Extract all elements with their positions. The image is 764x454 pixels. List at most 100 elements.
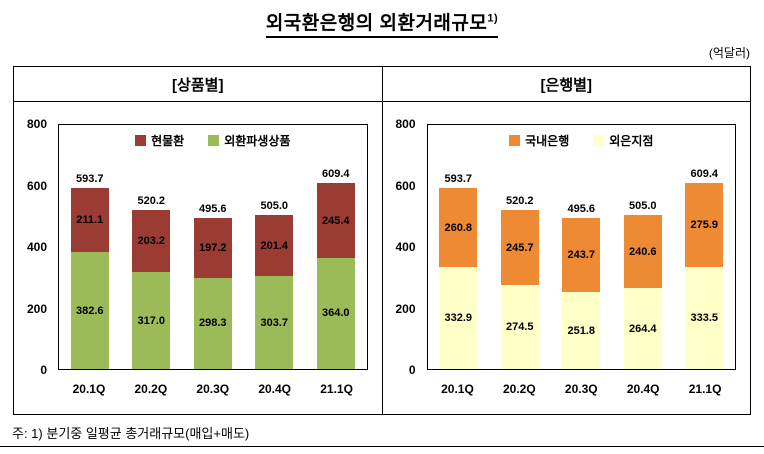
- x-tick-label: 20.2Q: [134, 382, 168, 396]
- stacked-bar-20.3Q: 495.6 243.7 251.8: [562, 203, 601, 369]
- title-footnote-marker: 1): [487, 12, 499, 25]
- x-tick-label: 20.1Q: [72, 382, 106, 396]
- bar-slot: 520.2 203.2 317.0: [121, 125, 183, 369]
- legend-swatch-icon: [208, 135, 220, 146]
- legend-item: 외은지점: [593, 132, 653, 149]
- bar-segment: 298.3: [193, 277, 232, 369]
- bar-slot: 505.0 240.6 264.4: [612, 125, 674, 369]
- bar-slot: 495.6 243.7 251.8: [551, 125, 613, 369]
- y-tick-label: 400: [26, 240, 47, 254]
- bar-segment: 333.5: [685, 267, 724, 369]
- legend-item: 외환파생상품: [208, 132, 290, 149]
- bar-segment: 240.6: [623, 214, 662, 289]
- bar-segment: 264.4: [623, 288, 662, 369]
- total-value-label: 520.2: [505, 195, 534, 208]
- stacked-bar-20.4Q: 505.0 201.4 303.7: [255, 200, 294, 369]
- total-value-label: 520.2: [137, 195, 166, 208]
- stacked-bar-20.1Q: 593.7 211.1 382.6: [70, 173, 109, 369]
- x-tick-label: 20.3Q: [564, 382, 598, 396]
- chart-bank-type: 0 200 400 600 800 국내은행 외은지점 593.7 260.8 332.9 52…: [381, 102, 751, 414]
- segment-value-label: 260.8: [444, 221, 473, 234]
- segment-value-label: 317.0: [137, 314, 166, 327]
- y-axis: 0 200 400 600 800: [14, 117, 54, 377]
- bar-segment: 197.2: [193, 217, 232, 278]
- bars-area: 593.7 211.1 382.6 520.2 203.2 317.0 495.6 197.2…: [59, 125, 367, 369]
- bar-segment: 203.2: [132, 210, 171, 273]
- bar-segment: 260.8: [439, 187, 478, 268]
- stacked-bar-20.3Q: 495.6 197.2 298.3: [193, 203, 232, 369]
- bar-segment: 303.7: [255, 276, 294, 369]
- bar-slot: 609.4 245.4 364.0: [305, 125, 367, 369]
- charts-row: 0 200 400 600 800 현물환 외환파생상품 593.7 211.1 382.6 5…: [14, 102, 750, 414]
- segment-value-label: 245.4: [321, 214, 350, 227]
- legend-swatch-icon: [135, 135, 147, 146]
- bar-segment: 332.9: [439, 267, 478, 369]
- legend-item: 현물환: [135, 132, 184, 149]
- charts-table: [상품별] [은행별] 0 200 400 600 800 현물환 외환파생상품 593.…: [13, 66, 751, 415]
- x-axis-labels: 20.1Q 20.2Q 20.3Q 20.4Q 21.1Q: [427, 382, 737, 396]
- panel-header-bank: [은행별]: [381, 67, 751, 101]
- legend-label: 외은지점: [609, 134, 654, 148]
- y-tick-label: 200: [395, 301, 416, 316]
- total-value-label: 593.7: [75, 172, 104, 185]
- total-value-label: 593.7: [444, 172, 473, 185]
- stacked-bar-21.1Q: 609.4 245.4 364.0: [316, 168, 355, 369]
- bar-segment: 201.4: [255, 214, 294, 277]
- panel-header-product: [상품별]: [172, 76, 224, 94]
- bar-segment: 251.8: [562, 292, 601, 369]
- total-value-label: 495.6: [567, 202, 596, 215]
- total-value-label: 505.0: [628, 199, 657, 212]
- y-tick-label: 0: [40, 363, 47, 377]
- bar-slot: 593.7 260.8 332.9: [428, 125, 490, 369]
- legend: 현물환 외환파생상품: [59, 132, 367, 149]
- bar-segment: 243.7: [562, 217, 601, 293]
- stacked-bar-20.1Q: 593.7 260.8 332.9: [439, 173, 478, 369]
- segment-value-label: 240.6: [628, 245, 657, 258]
- x-tick-label: 21.1Q: [320, 382, 353, 396]
- plot-area: 현물환 외환파생상품 593.7 211.1 382.6 520.2 203.2 317.0…: [58, 124, 368, 370]
- bar-segment: 211.1: [70, 187, 109, 253]
- x-tick-label: 20.3Q: [196, 382, 230, 396]
- legend-item: 국내은행: [509, 132, 569, 149]
- stacked-bar-21.1Q: 609.4 275.9 333.5: [685, 168, 724, 369]
- legend-swatch-icon: [593, 135, 605, 146]
- y-tick-label: 400: [395, 240, 416, 254]
- y-tick-label: 0: [408, 363, 416, 377]
- segment-value-label: 264.4: [628, 322, 657, 335]
- x-tick-label: 20.4Q: [626, 382, 660, 396]
- bottom-divider: [0, 446, 764, 447]
- title-label: 외국환은행의 외환거래규모: [265, 13, 488, 34]
- segment-value-label: 364.0: [321, 307, 350, 320]
- y-tick-label: 200: [26, 301, 47, 316]
- legend: 국내은행 외은지점: [428, 132, 736, 149]
- legend-label: 현물환: [151, 134, 185, 148]
- bar-slot: 505.0 201.4 303.7: [244, 125, 306, 369]
- segment-value-label: 245.7: [505, 241, 534, 254]
- bar-slot: 520.2 245.7 274.5: [489, 125, 551, 369]
- x-tick-label: 21.1Q: [688, 382, 722, 396]
- segment-value-label: 275.9: [690, 219, 719, 232]
- bar-segment: 245.4: [316, 183, 355, 258]
- y-tick-label: 800: [395, 117, 416, 131]
- stacked-bar-20.2Q: 520.2 245.7 274.5: [500, 195, 539, 369]
- title-underlined-text: 외국환은행의 외환거래규모1): [265, 12, 499, 38]
- bar-segment: 245.7: [500, 210, 539, 286]
- bars-area: 593.7 260.8 332.9 520.2 245.7 274.5 495.6 243.7…: [428, 125, 736, 369]
- table-header-row: [상품별] [은행별]: [14, 67, 750, 102]
- segment-value-label: 298.3: [198, 317, 227, 330]
- x-tick-label: 20.4Q: [258, 382, 292, 396]
- stacked-bar-20.2Q: 520.2 203.2 317.0: [132, 195, 171, 369]
- y-tick-label: 600: [26, 178, 47, 193]
- x-tick-label: 20.1Q: [441, 382, 474, 396]
- bar-segment: 274.5: [500, 285, 539, 369]
- legend-label: 외환파생상품: [224, 134, 291, 148]
- segment-value-label: 303.7: [260, 316, 289, 329]
- footnote: 주: 1) 분기중 일평균 총거래규모(매입+매도): [12, 426, 250, 441]
- y-tick-label: 600: [395, 178, 416, 193]
- segment-value-label: 274.5: [505, 321, 534, 334]
- unit-label: (억달러): [708, 46, 750, 60]
- segment-value-label: 243.7: [567, 249, 596, 261]
- segment-value-label: 211.1: [76, 214, 104, 227]
- total-value-label: 609.4: [321, 168, 350, 181]
